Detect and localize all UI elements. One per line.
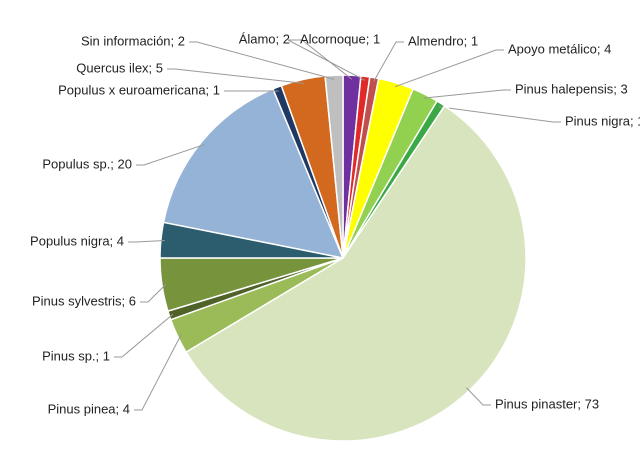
leader-line bbox=[140, 283, 167, 303]
leader-line bbox=[134, 334, 182, 411]
leader-line bbox=[394, 49, 504, 88]
leader-line bbox=[167, 68, 304, 84]
leader-line bbox=[438, 106, 561, 123]
data-label: Pinus pinea; 4 bbox=[48, 401, 130, 416]
data-label: Apoyo metálico; 4 bbox=[508, 41, 611, 56]
leader-line bbox=[466, 387, 491, 406]
leader-line bbox=[128, 239, 165, 243]
pie-slice bbox=[324, 74, 344, 259]
pie-slice bbox=[162, 87, 345, 260]
leader-line bbox=[189, 41, 335, 80]
data-label: Sin información; 2 bbox=[81, 33, 185, 48]
data-label: Alcornoque; 1 bbox=[300, 31, 380, 46]
data-label: Pinus halepensis; 3 bbox=[515, 81, 628, 96]
data-label: Quercus ilex; 5 bbox=[76, 60, 163, 75]
data-label: Pinus sylvestris; 6 bbox=[32, 293, 136, 308]
leader-line bbox=[136, 143, 205, 166]
leader-line bbox=[423, 89, 511, 99]
data-label: Pinus sp.; 1 bbox=[42, 348, 110, 363]
leader-line bbox=[373, 41, 404, 82]
data-label: Pinus pinaster; 73 bbox=[495, 396, 599, 411]
data-label: Pinus nigra; 1 bbox=[565, 113, 640, 128]
data-label: Almendro; 1 bbox=[408, 33, 478, 48]
data-label: Álamo; 2 bbox=[239, 31, 290, 46]
leader-line bbox=[294, 39, 353, 80]
data-label: Populus sp.; 20 bbox=[42, 156, 132, 171]
data-label: Populus nigra; 4 bbox=[30, 233, 124, 248]
leader-line bbox=[114, 313, 174, 358]
data-label: Populus x euroamericana; 1 bbox=[58, 82, 220, 97]
leader-line bbox=[287, 39, 366, 81]
